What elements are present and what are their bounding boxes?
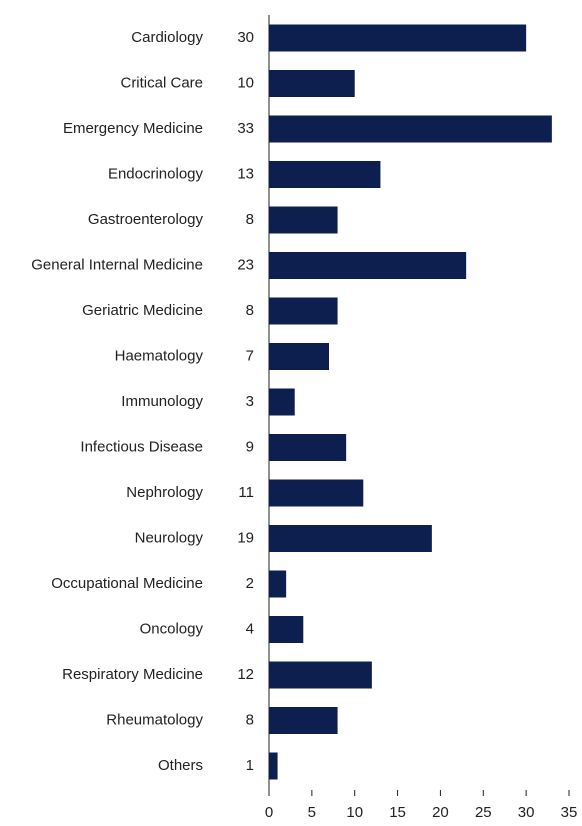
x-tick-label: 25 bbox=[475, 804, 492, 821]
value-label: 23 bbox=[237, 256, 254, 273]
value-label: 9 bbox=[246, 438, 254, 455]
value-label: 2 bbox=[246, 575, 254, 592]
category-label: Oncology bbox=[140, 620, 204, 637]
bar bbox=[269, 752, 278, 780]
category-label: Infectious Disease bbox=[80, 438, 203, 455]
category-label: Geriatric Medicine bbox=[82, 302, 203, 319]
value-label: 30 bbox=[237, 29, 254, 46]
x-tick-label: 5 bbox=[308, 804, 316, 821]
x-tick-label: 30 bbox=[518, 804, 535, 821]
category-label: General Internal Medicine bbox=[31, 256, 203, 273]
value-label: 8 bbox=[246, 302, 254, 319]
value-label: 8 bbox=[246, 211, 254, 228]
x-tick-label: 10 bbox=[346, 804, 363, 821]
value-label: 4 bbox=[246, 620, 254, 637]
category-label: Critical Care bbox=[120, 74, 203, 91]
category-label: Gastroenterology bbox=[88, 211, 204, 228]
category-label: Neurology bbox=[135, 529, 204, 546]
bar bbox=[269, 70, 355, 97]
value-label: 10 bbox=[237, 74, 254, 91]
bar bbox=[269, 525, 432, 552]
bar bbox=[269, 616, 304, 643]
value-label: 11 bbox=[238, 484, 254, 501]
value-label: 13 bbox=[237, 165, 254, 182]
bar bbox=[269, 252, 467, 279]
category-label: Rheumatology bbox=[106, 711, 203, 728]
bar bbox=[269, 206, 338, 234]
bar bbox=[269, 570, 287, 598]
bar bbox=[269, 24, 527, 52]
value-label: 3 bbox=[246, 393, 254, 410]
value-label: 7 bbox=[246, 347, 254, 364]
value-label: 19 bbox=[237, 529, 254, 546]
category-label: Occupational Medicine bbox=[51, 575, 203, 592]
category-label: Others bbox=[158, 757, 203, 774]
category-label: Nephrology bbox=[126, 484, 203, 501]
bar bbox=[269, 388, 295, 416]
bar bbox=[269, 161, 381, 188]
category-label: Emergency Medicine bbox=[63, 120, 203, 137]
bar bbox=[269, 343, 329, 370]
category-label: Cardiology bbox=[131, 29, 203, 46]
bar bbox=[269, 479, 364, 507]
x-tick-label: 0 bbox=[265, 804, 273, 821]
value-label: 8 bbox=[246, 711, 254, 728]
value-label: 1 bbox=[246, 757, 254, 774]
bar bbox=[269, 115, 552, 143]
x-tick-label: 20 bbox=[432, 804, 449, 821]
value-label: 12 bbox=[237, 666, 254, 683]
value-label: 33 bbox=[237, 120, 254, 137]
x-tick-label: 15 bbox=[389, 804, 406, 821]
bar bbox=[269, 297, 338, 325]
x-tick-label: 35 bbox=[561, 804, 578, 821]
category-label: Endocrinology bbox=[108, 165, 204, 182]
category-label: Respiratory Medicine bbox=[62, 666, 203, 683]
category-label: Haematology bbox=[115, 347, 204, 364]
bar bbox=[269, 707, 338, 734]
bar bbox=[269, 434, 347, 461]
bar bbox=[269, 661, 372, 689]
category-label: Immunology bbox=[121, 393, 203, 410]
